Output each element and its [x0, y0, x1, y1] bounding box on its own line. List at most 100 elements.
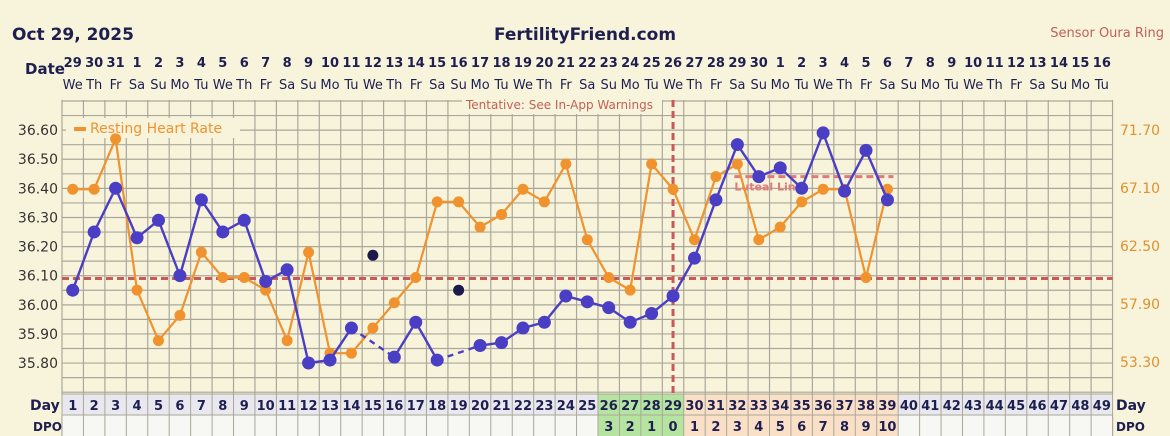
date-label: 8: [283, 56, 292, 71]
heart-rate-point: [581, 234, 593, 246]
temperature-point: [537, 315, 551, 329]
cycle-day-number: 2: [90, 399, 99, 414]
temperature-point: [666, 289, 680, 303]
cycle-day-number: 33: [750, 399, 768, 414]
weekday-label: Th: [85, 78, 102, 93]
weekday-label: We: [963, 78, 983, 93]
weekday-label: Fr: [860, 78, 873, 93]
heart-rate-point: [796, 196, 808, 208]
date-label: 24: [621, 56, 639, 71]
cycle-day-number: 17: [407, 399, 425, 414]
dpo-row-cells: [62, 415, 1113, 436]
cycle-day-number: 6: [175, 399, 184, 414]
heart-rate-point: [860, 272, 872, 284]
dpo-number: 1: [647, 420, 656, 435]
date-label: 5: [861, 56, 870, 71]
cycle-day-number: 28: [643, 399, 661, 414]
heart-rate-point: [624, 284, 636, 296]
cycle-day-number: 39: [878, 399, 896, 414]
date-label: 7: [261, 56, 270, 71]
heart-rate-point: [152, 335, 164, 347]
weekday-label: Fr: [1010, 78, 1023, 93]
left-axis-tick: 36.40: [18, 181, 58, 197]
date-label: 30: [85, 56, 103, 71]
cycle-day-number: 48: [1071, 399, 1089, 414]
date-label: 20: [535, 56, 553, 71]
date-label: 14: [1050, 56, 1068, 71]
heart-rate-point: [688, 234, 700, 246]
weekday-label: Th: [685, 78, 702, 93]
dpo-number: 6: [797, 420, 806, 435]
cycle-day-number: 9: [240, 399, 249, 414]
weekday-label: We: [813, 78, 833, 93]
dpo-number: 2: [626, 420, 635, 435]
weekday-label: We: [213, 78, 233, 93]
tentative-label-bg: [462, 96, 662, 114]
heart-rate-point: [603, 272, 615, 284]
cycle-day-number: 19: [450, 399, 468, 414]
chart-date: Oct 29, 2025: [12, 25, 134, 45]
dpo-number: 5: [776, 420, 785, 435]
date-label: 11: [986, 56, 1004, 71]
left-axis-tick: 36.60: [18, 123, 58, 139]
site-title: FertilityFriend.com: [493, 25, 677, 45]
heart-rate-point: [496, 208, 508, 220]
dpo-number: 0: [669, 420, 678, 435]
date-label: 7: [904, 56, 913, 71]
temperature-line-segment: [843, 149, 868, 192]
legend-swatch: [74, 127, 86, 131]
sensor-label: Sensor Oura Ring: [1050, 26, 1164, 41]
heart-rate-point: [453, 196, 465, 208]
weekday-label: Tu: [1094, 78, 1109, 93]
heart-rate-point: [67, 183, 79, 195]
temperature-point: [859, 143, 873, 157]
legend-bg: [66, 118, 240, 138]
weekday-label: Tu: [944, 78, 959, 93]
cycle-day-number: 5: [154, 399, 163, 414]
temperature-point: [730, 138, 744, 152]
dpo-row-label: DPO: [33, 420, 62, 434]
luteal-line-label: Luteal Line: [734, 181, 803, 194]
cycle-day-number: 26: [600, 399, 618, 414]
tentative-warning: Tentative: See In-App Warnings: [465, 98, 653, 112]
temperature-point: [430, 353, 444, 367]
date-label: 18: [492, 56, 510, 71]
date-label: 21: [557, 56, 575, 71]
weekday-label: Fr: [110, 78, 123, 93]
cycle-day-number: 11: [278, 399, 296, 414]
heart-rate-point: [710, 171, 722, 183]
temperature-point: [709, 193, 723, 207]
temperature-line-segment: [864, 149, 889, 201]
weekday-label: Su: [1051, 78, 1068, 93]
date-label: 27: [685, 56, 703, 71]
day-row-label: Day: [30, 398, 60, 414]
temperature-line-segment: [436, 344, 481, 362]
date-label: 6: [883, 56, 892, 71]
cycle-day-number: 25: [578, 399, 596, 414]
date-label: 22: [578, 56, 596, 71]
date-label: 2: [797, 56, 806, 71]
cycle-day-number: 44: [986, 399, 1004, 414]
cycle-day-number: 40: [900, 399, 918, 414]
weekday-label: Su: [450, 78, 467, 93]
date-label: 9: [304, 56, 313, 71]
date-label: 12: [1007, 56, 1025, 71]
date-label: 11: [342, 56, 360, 71]
heart-rate-point: [260, 284, 272, 296]
weekday-label: Su: [300, 78, 317, 93]
date-label: 13: [385, 56, 403, 71]
temperature-point: [409, 315, 423, 329]
temperature-point: [237, 213, 251, 227]
dpo-number: 10: [878, 420, 896, 435]
date-label: 16: [1093, 56, 1111, 71]
cycle-day-number: 16: [385, 399, 403, 414]
heart-rate-point: [817, 183, 829, 195]
right-axis-tick: 53.30: [1120, 355, 1160, 371]
weekday-label: Sa: [129, 78, 145, 93]
weekday-label: Th: [385, 78, 402, 93]
right-axis-tick: 67.10: [1120, 181, 1160, 197]
heart-rate-point: [431, 196, 443, 208]
cycle-day-number: 10: [257, 399, 275, 414]
temperature-point: [87, 225, 101, 239]
heart-rate-point: [538, 196, 550, 208]
